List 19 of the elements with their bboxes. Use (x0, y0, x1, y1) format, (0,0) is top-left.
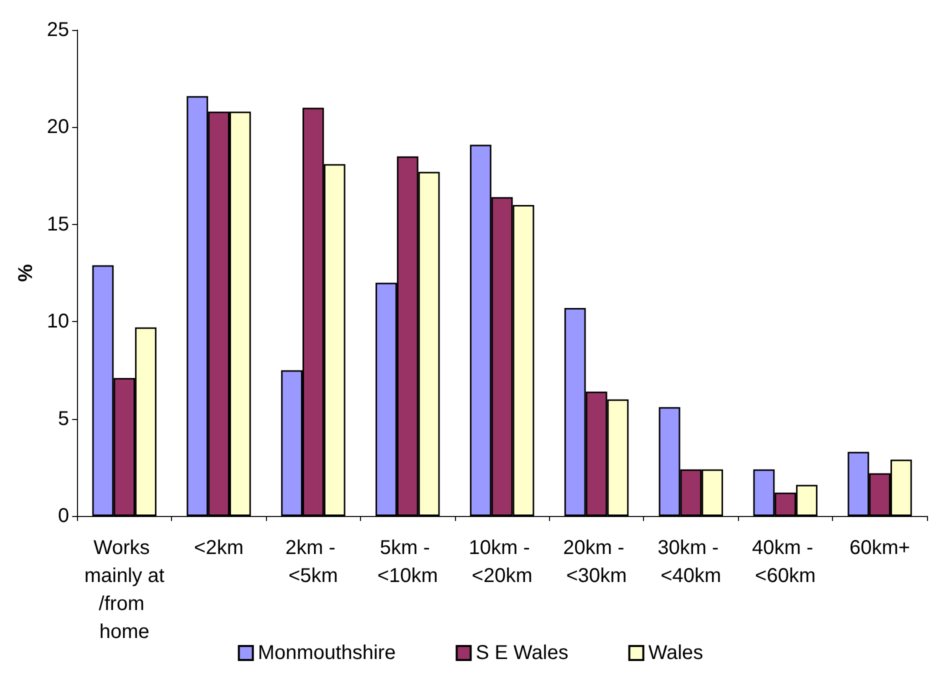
legend-label: Monmouthshire (258, 642, 396, 664)
x-tick-label: 60km+ (849, 537, 910, 559)
x-tick-label: Works mainly at/from home (84, 537, 165, 643)
y-tick-label: 5 (58, 408, 70, 430)
y-tick-label: 25 (46, 19, 70, 41)
legend-label: Wales (648, 642, 704, 664)
x-tick-label: <2km (194, 537, 244, 559)
x-tick-label: 10km - <20km (468, 537, 536, 587)
y-tick-label: 0 (58, 505, 70, 527)
y-tick-label: 10 (46, 310, 70, 333)
x-tick-label: 5km - <10km (377, 537, 438, 587)
x-tick-label: 30km - <40km (658, 537, 724, 587)
y-tick-label: 15 (46, 213, 70, 236)
x-tick-label: 2km - <5km (285, 537, 341, 587)
y-tick-label: 20 (46, 116, 70, 138)
y-axis-title: % (15, 264, 37, 282)
legend-label: S E Wales (476, 642, 568, 664)
x-tick-label: 20km - <30km (563, 537, 630, 587)
x-tick-label: 40km - <60km (752, 537, 819, 587)
